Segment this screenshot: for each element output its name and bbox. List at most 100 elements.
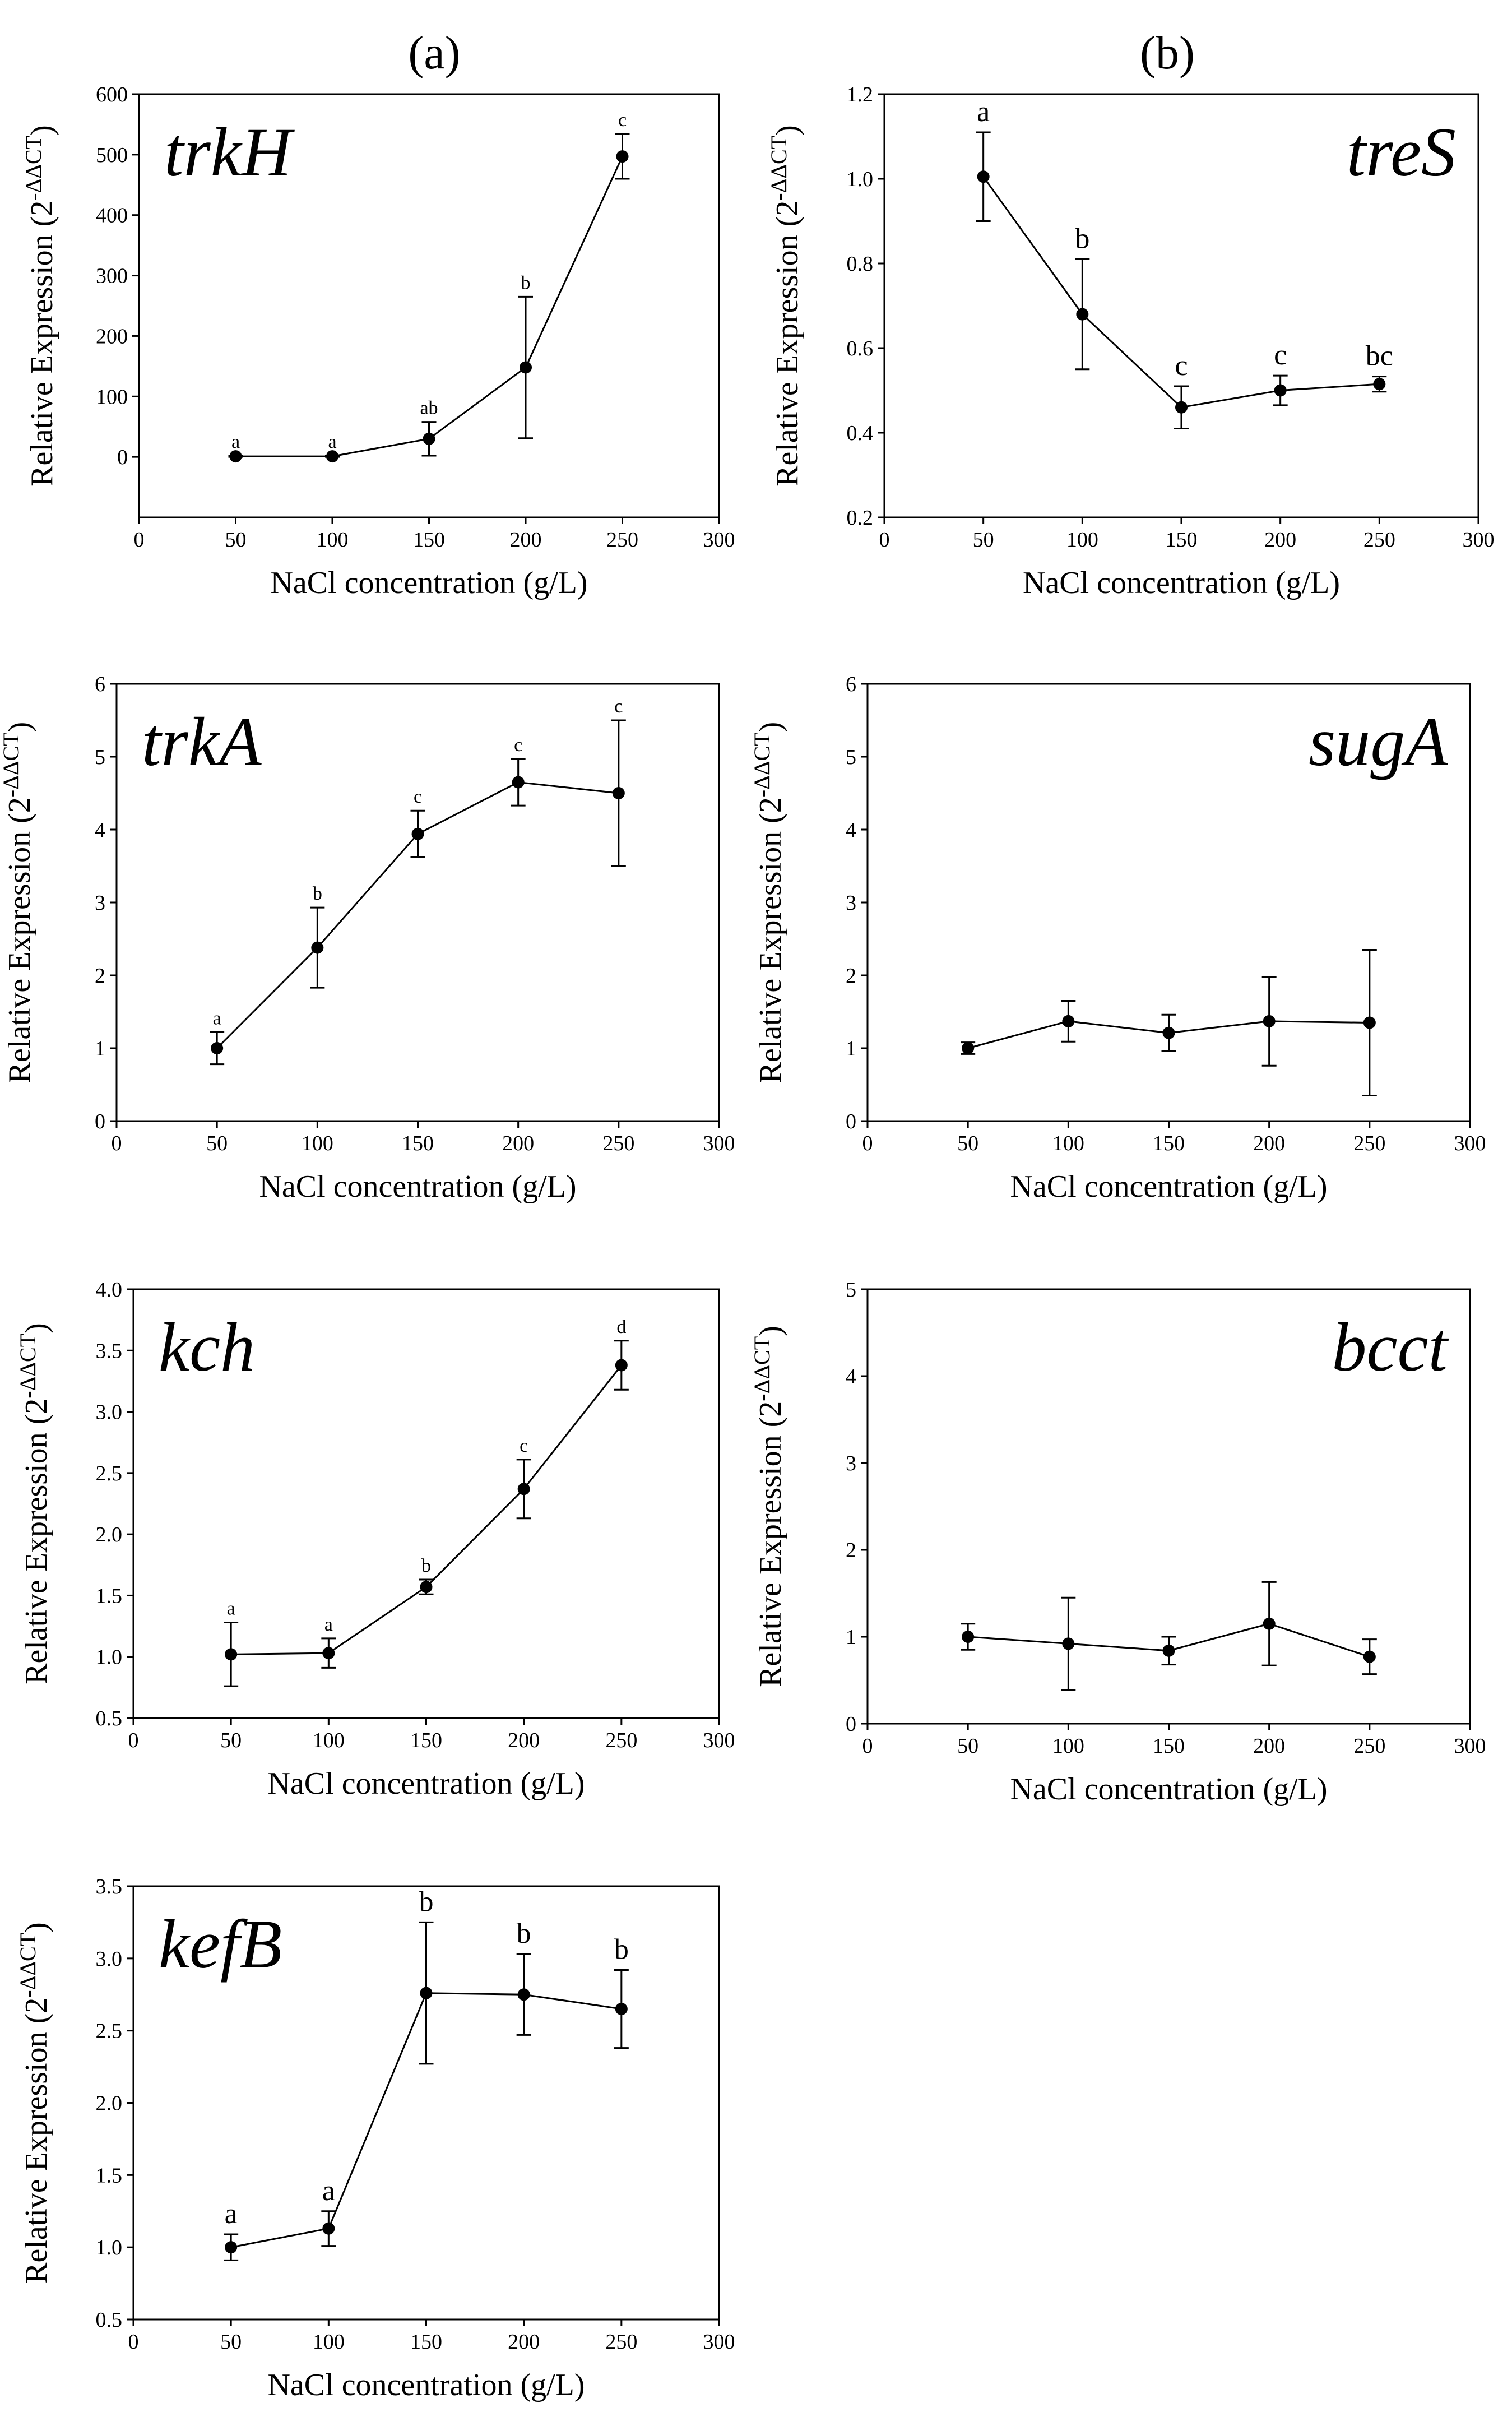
- gene-title: treS: [1347, 114, 1456, 191]
- x-tick-label: 50: [973, 528, 994, 552]
- significance-letter: c: [514, 735, 522, 756]
- x-axis-label: NaCl concentration (g/L): [259, 1169, 576, 1204]
- y-tick-label: 1: [95, 1037, 105, 1061]
- y-axis-label: Relative Expression (2-ΔΔCT): [15, 1323, 54, 1684]
- y-tick-label: 0.4: [847, 422, 874, 445]
- significance-letter: d: [616, 1317, 626, 1337]
- y-tick-label: 1.2: [847, 83, 874, 107]
- x-axis-label: NaCl concentration (g/L): [1010, 1772, 1327, 1807]
- x-tick-label: 150: [413, 528, 445, 552]
- x-tick-label: 100: [1052, 1132, 1084, 1155]
- y-tick-label: 2.5: [96, 1462, 123, 1485]
- data-point: [211, 1042, 224, 1054]
- chart-kch: 0 50 100 150 200 250 300 0.5 1.0 1.5 2.0 2.5 3.0 3.5 4…: [15, 1278, 735, 1801]
- x-tick-label: 300: [1454, 1132, 1486, 1155]
- y-tick-label: 1.5: [96, 1584, 123, 1608]
- y-tick-label: 4: [846, 1365, 856, 1388]
- y-tick-label: 0: [846, 1712, 856, 1736]
- data-point: [423, 432, 435, 445]
- significance-letter: c: [1274, 339, 1287, 371]
- data-point: [520, 361, 532, 374]
- significance-letter: c: [614, 696, 623, 717]
- x-axis-label: NaCl concentration (g/L): [267, 1766, 585, 1801]
- x-tick-label: 200: [1253, 1734, 1285, 1758]
- significance-letter: a: [324, 1614, 333, 1635]
- x-tick-label: 50: [206, 1132, 228, 1155]
- x-tick-label: 0: [862, 1734, 873, 1758]
- x-axis-label: NaCl concentration (g/L): [270, 566, 587, 600]
- x-tick-label: 50: [957, 1132, 978, 1155]
- data-point: [1175, 401, 1188, 414]
- data-point: [1062, 1015, 1075, 1027]
- y-tick-label: 4.0: [96, 1278, 123, 1302]
- x-tick-label: 50: [225, 528, 247, 552]
- x-tick-label: 200: [502, 1132, 534, 1155]
- x-tick-label: 150: [402, 1132, 434, 1155]
- data-point: [1373, 378, 1386, 391]
- y-tick-label: 2: [95, 964, 105, 988]
- data-point: [615, 1359, 628, 1372]
- data-point: [1363, 1650, 1376, 1663]
- x-tick-label: 300: [1463, 528, 1495, 552]
- y-tick-label: 5: [846, 1278, 856, 1302]
- significance-letter: a: [227, 1599, 235, 1619]
- significance-letter: c: [618, 110, 627, 131]
- data-point: [322, 2222, 335, 2235]
- significance-letter: a: [225, 2198, 238, 2230]
- x-tick-label: 250: [605, 1729, 637, 1752]
- significance-letter: b: [614, 1933, 629, 1965]
- y-tick-label: 0.2: [847, 506, 874, 530]
- x-tick-label: 100: [1066, 528, 1098, 552]
- y-tick-label: 5: [846, 746, 856, 769]
- x-axis-label: NaCl concentration (g/L): [267, 2368, 585, 2402]
- chart-kefB: 0 50 100 150 200 250 300 0.5 1.0 1.5 2.0 2.5 3.0 3.5 N…: [15, 1875, 735, 2402]
- x-tick-label: 300: [703, 1729, 735, 1752]
- y-tick-label: 0: [846, 1110, 856, 1133]
- x-tick-label: 200: [508, 2330, 540, 2354]
- x-tick-label: 100: [1052, 1734, 1084, 1758]
- x-tick-label: 250: [605, 2330, 637, 2354]
- data-point: [977, 170, 990, 183]
- y-tick-label: 0.6: [847, 337, 874, 360]
- data-point: [1274, 384, 1287, 397]
- x-tick-label: 150: [1166, 528, 1198, 552]
- column-label-a: (a): [408, 27, 460, 79]
- y-axis-label: Relative Expression (2-ΔΔCT): [0, 722, 37, 1084]
- x-tick-label: 0: [879, 528, 890, 552]
- data-point: [1263, 1015, 1276, 1027]
- gene-title: trkA: [142, 703, 262, 780]
- data-point: [1363, 1016, 1376, 1029]
- chart-trkH: 0 50 100 150 200 250 300 0 100 200 300 400 500 600 NaC…: [21, 83, 735, 600]
- significance-letter: c: [520, 1436, 528, 1456]
- chart-panels: 0 50 100 150 200 250 3000100200300400500600NaC…: [0, 83, 1495, 2402]
- gene-title: bcct: [1332, 1309, 1449, 1386]
- y-tick-label: 0.5: [96, 1707, 123, 1730]
- x-tick-label: 0: [128, 1729, 139, 1752]
- significance-letter: c: [414, 786, 422, 807]
- y-tick-label: 1: [846, 1037, 856, 1061]
- y-tick-label: 4: [846, 818, 856, 842]
- x-tick-label: 300: [703, 2330, 735, 2354]
- y-tick-label: 400: [96, 204, 128, 228]
- x-tick-label: 50: [957, 1734, 978, 1758]
- x-tick-label: 150: [1153, 1132, 1185, 1155]
- y-tick-label: 2.0: [96, 2092, 123, 2115]
- data-point: [512, 776, 525, 789]
- y-tick-label: 600: [96, 83, 128, 107]
- y-tick-label: 6: [95, 673, 105, 696]
- y-tick-label: 1.0: [847, 168, 874, 191]
- y-tick-label: 2.5: [96, 2020, 123, 2043]
- y-tick-label: 1.0: [96, 2236, 123, 2260]
- x-tick-label: 250: [606, 528, 638, 552]
- x-tick-label: 250: [1363, 528, 1395, 552]
- significance-letter: b: [313, 883, 322, 904]
- x-tick-label: 200: [508, 1729, 540, 1752]
- data-point: [1263, 1617, 1276, 1630]
- significance-letter: c: [1175, 350, 1188, 382]
- y-tick-label: 1.0: [96, 1646, 123, 1669]
- data-point: [962, 1042, 975, 1054]
- y-tick-label: 4: [95, 818, 105, 842]
- x-tick-label: 300: [1454, 1734, 1486, 1758]
- data-point: [420, 1581, 433, 1594]
